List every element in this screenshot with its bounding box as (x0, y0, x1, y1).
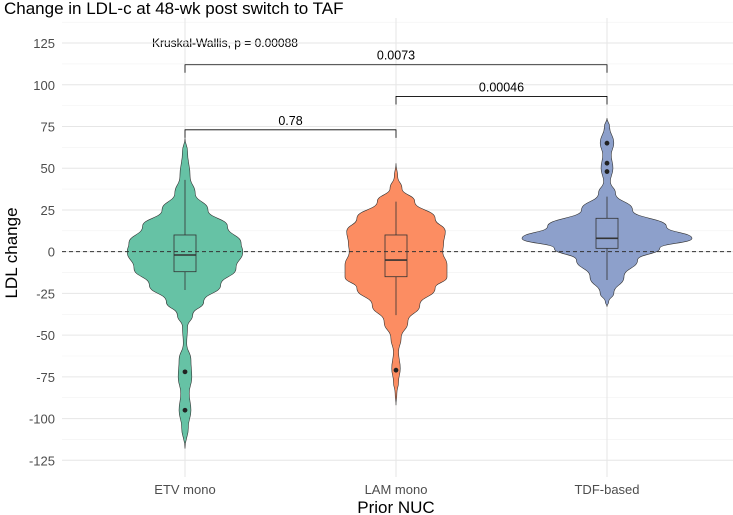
y-axis-label: LDL change (2, 207, 21, 298)
x-tick-label: TDF-based (574, 482, 639, 497)
y-tick-label: -125 (29, 453, 55, 468)
y-tick-label: 100 (33, 78, 55, 93)
y-tick-label: 25 (41, 203, 55, 218)
comparison-bracket (395, 96, 608, 105)
comparison-bracket (184, 129, 397, 138)
comparison-bracket (184, 64, 608, 73)
outlier-point (604, 169, 610, 174)
x-tick-label: ETV mono (154, 482, 215, 497)
y-tick-label: -100 (29, 412, 55, 427)
box (173, 234, 197, 273)
p-value-label: 0.78 (278, 114, 302, 128)
outlier-point (604, 160, 610, 166)
outlier-point (182, 369, 188, 375)
y-tick-label: -50 (36, 328, 55, 343)
p-value-label: 0.0073 (377, 49, 415, 63)
y-tick-label: -75 (36, 370, 55, 385)
chart-title: Change in LDL-c at 48-wk post switch to … (4, 0, 344, 18)
violin-1 (126, 138, 244, 449)
outlier-point (182, 407, 188, 413)
y-tick-label: 75 (41, 119, 55, 134)
y-tick-label: 50 (41, 161, 55, 176)
y-tick-label: -25 (36, 286, 55, 301)
outlier-point (604, 140, 610, 146)
box (384, 234, 408, 278)
outlier-point (393, 367, 399, 373)
p-value-label: 0.00046 (479, 80, 524, 94)
y-tick-label: 0 (48, 245, 55, 260)
y-tick-label: 125 (33, 36, 55, 51)
x-tick-label: LAM mono (365, 482, 428, 497)
x-axis-label: Prior NUC (357, 498, 434, 515)
box (595, 217, 619, 249)
